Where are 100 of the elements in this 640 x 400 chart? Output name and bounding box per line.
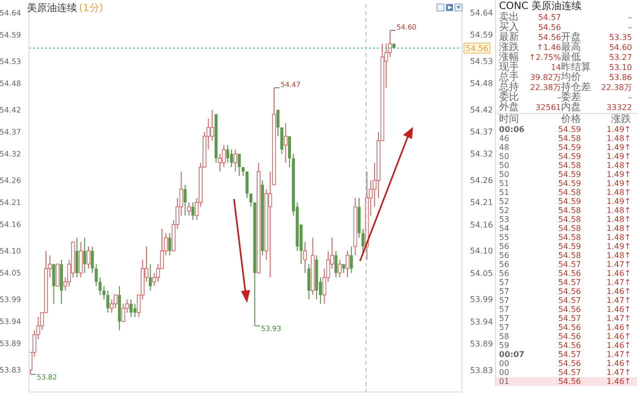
- text: 内盘: [561, 102, 582, 113]
- text: 55: [499, 233, 510, 242]
- text: ↑1.46: [535, 43, 561, 53]
- text: 48: [499, 143, 510, 152]
- text: 54.56: [557, 332, 581, 341]
- text: 54.59: [557, 197, 581, 206]
- text: 54.58: [557, 251, 581, 260]
- text: 50: [499, 161, 510, 170]
- text: 54.56: [557, 269, 581, 278]
- text: –: [627, 13, 632, 23]
- text: 54.56: [557, 287, 581, 296]
- text: 54.56: [557, 359, 581, 368]
- text: 53.10: [608, 63, 632, 73]
- text: 1.46↑: [605, 269, 631, 278]
- text: 委比: [499, 92, 520, 103]
- text: 54.56: [557, 323, 581, 332]
- text: 1.49↑: [605, 125, 631, 134]
- text: 54.59: [557, 152, 581, 161]
- text: 50: [499, 152, 510, 161]
- text: 51: [499, 188, 510, 197]
- chart-subtitle: (1分): [79, 3, 104, 14]
- y2-tick-label: 54.42: [470, 106, 493, 115]
- text: 00:06: [499, 125, 526, 134]
- text: 1.46↑: [605, 359, 631, 368]
- text: 1.49↑: [605, 143, 631, 152]
- text: 1.48↑: [605, 224, 631, 233]
- text: 1.46↑: [605, 341, 631, 350]
- text: 卖出: [499, 12, 520, 23]
- text: 1.46↑: [605, 305, 631, 314]
- text: 均价: [561, 72, 581, 83]
- text: 1.48↑: [605, 134, 631, 143]
- text: 1.46↑: [605, 323, 631, 332]
- text: 1.48↑: [605, 206, 631, 215]
- y2-tick-label: 53.94: [470, 317, 493, 326]
- text: 1.48↑: [605, 188, 631, 197]
- text: 开盘: [561, 32, 582, 43]
- text: 54.57: [557, 314, 581, 323]
- text: 现手: [499, 62, 520, 73]
- text: 56: [499, 251, 510, 260]
- text: 56: [499, 260, 510, 269]
- text: 1.46↑: [605, 332, 631, 341]
- text: 1.47↑: [605, 350, 631, 359]
- text: 54.58: [557, 224, 581, 233]
- text: 57: [499, 314, 510, 323]
- text: 14: [550, 63, 561, 73]
- text: 涨幅: [499, 52, 520, 63]
- text: 22.38万: [600, 83, 632, 93]
- text: ↑2.75%: [528, 53, 561, 63]
- text: 57: [499, 278, 510, 287]
- y2-tick-label: 54.53: [470, 57, 493, 66]
- text: CONC 美原油连续: [498, 0, 582, 12]
- text: 总手: [499, 72, 520, 83]
- text: 00:07: [499, 350, 526, 359]
- text: 56: [499, 269, 510, 278]
- text: 52: [499, 197, 510, 206]
- text: 1.48↑: [605, 251, 631, 260]
- text: 53.86: [608, 73, 632, 83]
- text: 1.47↑: [605, 314, 631, 323]
- text: 1.49↑: [605, 197, 631, 206]
- text: 1.47↑: [605, 368, 631, 377]
- text: 1.49↑: [605, 170, 631, 179]
- text: 00: [499, 368, 510, 377]
- text: 57: [499, 287, 510, 296]
- text: 买入: [499, 22, 520, 33]
- text: 39.82万: [529, 73, 561, 83]
- text: 昨结算: [561, 62, 592, 73]
- text: 1.46↑: [605, 287, 631, 296]
- text: 1.49↑: [605, 152, 631, 161]
- text: 最低: [561, 52, 581, 63]
- text: 最高: [561, 42, 582, 53]
- y2-tick-label: 53.99: [470, 295, 493, 304]
- text: 54.59: [557, 143, 581, 152]
- text: 外盘: [499, 102, 520, 113]
- text: 53: [499, 215, 510, 224]
- category-label: 价格: [560, 114, 581, 125]
- text: 1.47↑: [605, 278, 631, 287]
- text: 54: [499, 224, 510, 233]
- ref-line-label: 54.56: [466, 44, 488, 54]
- text: 54.57: [557, 278, 581, 287]
- text: 53.35: [608, 33, 632, 43]
- text: 57: [499, 323, 510, 332]
- category-label: 时间: [499, 114, 520, 125]
- text: 54.56: [557, 377, 581, 386]
- text: 最新: [499, 32, 520, 43]
- y2-tick-label: 53.83: [470, 366, 493, 375]
- text: 54.57: [537, 13, 561, 23]
- text: –: [627, 23, 632, 33]
- y2-tick-label: 54.26: [470, 176, 493, 186]
- text: 54.58: [557, 188, 581, 197]
- text: 涨跌: [499, 42, 520, 53]
- text: 1.47↑: [605, 296, 631, 305]
- text: 1.48↑: [605, 233, 631, 242]
- text: 57: [499, 296, 510, 305]
- y2-tick-label: 54.05: [470, 268, 493, 278]
- text: 1.48↑: [605, 215, 631, 224]
- y2-tick-label: 53.89: [470, 339, 493, 348]
- text: 46: [499, 134, 510, 143]
- text: 52: [499, 206, 510, 215]
- text: –: [627, 93, 632, 103]
- category-label: 涨跌: [610, 114, 631, 125]
